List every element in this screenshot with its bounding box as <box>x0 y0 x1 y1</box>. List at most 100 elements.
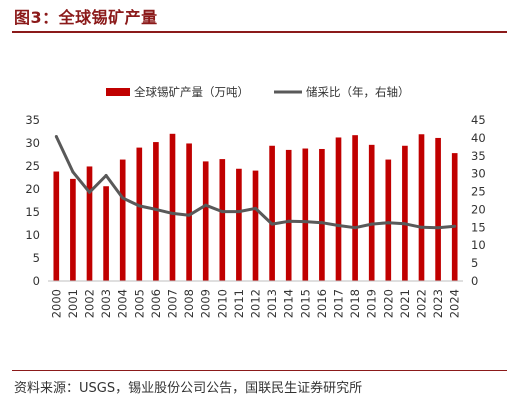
legend-swatch-bar <box>106 88 130 96</box>
left-tick-label: 30 <box>25 136 40 150</box>
right-tick-label: 15 <box>471 220 486 234</box>
line-series <box>54 134 457 230</box>
x-tick-label: 2006 <box>149 289 163 318</box>
bar <box>86 166 93 281</box>
right-tick-label: 35 <box>471 149 486 163</box>
x-tick-label: 2004 <box>116 289 130 318</box>
x-tick-label: 2012 <box>249 289 263 318</box>
left-y-axis: 0 5 10 15 20 25 30 35 <box>25 113 40 288</box>
title-divider <box>12 31 507 33</box>
line-point <box>337 224 340 228</box>
x-tick-label: 2024 <box>448 289 462 318</box>
line-point <box>420 225 423 229</box>
legend: 全球锡矿产量（万吨） 储采比（年，右轴） <box>106 85 410 99</box>
bar <box>202 161 209 281</box>
x-tick-label: 2011 <box>232 289 246 318</box>
bar <box>435 137 441 281</box>
footer-divider <box>12 370 507 371</box>
bar <box>219 159 226 281</box>
x-tick-label: 2009 <box>199 289 213 318</box>
right-tick-label: 5 <box>471 256 478 270</box>
x-tick-label: 2015 <box>298 289 312 318</box>
bar <box>335 137 342 281</box>
left-tick-label: 10 <box>25 228 40 242</box>
x-tick-label: 2003 <box>99 289 113 318</box>
x-tick-label: 2002 <box>83 289 97 318</box>
bar <box>186 143 192 281</box>
x-tick-label: 2001 <box>66 289 80 318</box>
line-point <box>320 221 324 225</box>
bar <box>136 147 143 281</box>
x-tick-label: 2021 <box>398 289 412 318</box>
bar <box>402 145 408 281</box>
bar <box>269 145 275 281</box>
bar <box>236 168 242 281</box>
line-point <box>121 196 125 200</box>
right-y-axis: 0 5 10 15 20 25 30 35 40 45 <box>471 113 486 288</box>
left-tick-label: 5 <box>33 251 40 265</box>
line-point <box>187 213 191 217</box>
line-point <box>237 210 241 214</box>
line-point <box>270 222 274 226</box>
x-tick-label: 2014 <box>282 289 296 318</box>
line-point <box>171 211 174 215</box>
line-point <box>287 219 291 223</box>
line-point <box>71 170 75 174</box>
left-tick-label: 35 <box>25 113 40 127</box>
x-tick-label: 2008 <box>182 289 196 318</box>
line-point <box>54 134 58 138</box>
line-point <box>436 226 440 230</box>
left-tick-label: 25 <box>25 159 40 173</box>
bar <box>119 159 126 281</box>
x-tick-label: 2005 <box>132 289 146 318</box>
left-tick-label: 15 <box>25 205 40 219</box>
x-tick-label: 2016 <box>315 289 329 318</box>
bar <box>352 135 358 281</box>
bar <box>153 142 159 281</box>
source-note: 资料来源：USGS，锡业股份公司公告，国联民生证券研究所 <box>14 381 363 396</box>
bar <box>285 149 292 281</box>
figure-title: 图3：全球锡矿产量 <box>14 8 158 27</box>
x-tick-label: 2017 <box>332 289 346 318</box>
x-tick-label: 2023 <box>431 289 445 318</box>
right-tick-label: 30 <box>471 167 486 181</box>
line-point <box>386 221 390 225</box>
x-tick-label: 2013 <box>265 289 279 318</box>
line-point <box>303 220 307 224</box>
bar <box>451 153 458 281</box>
x-tick-label: 2022 <box>415 289 429 318</box>
line-point <box>204 203 208 207</box>
bar <box>169 133 176 281</box>
bar <box>319 148 325 281</box>
right-tick-label: 20 <box>471 202 486 216</box>
x-tick-label: 2018 <box>348 289 362 318</box>
x-tick-label: 2020 <box>381 289 395 318</box>
line-point <box>353 226 357 230</box>
bar <box>53 171 60 281</box>
line-point <box>137 204 141 208</box>
right-tick-label: 45 <box>471 113 486 127</box>
line-point <box>220 210 224 214</box>
right-tick-label: 0 <box>471 274 478 288</box>
bar <box>103 186 109 281</box>
bar <box>70 178 76 281</box>
right-tick-label: 40 <box>471 131 486 145</box>
line-point <box>254 206 257 210</box>
bar <box>368 144 375 281</box>
line-point <box>154 207 158 211</box>
x-tick-label: 2000 <box>49 289 63 318</box>
line-point <box>453 224 457 228</box>
legend-label-line: 储采比（年，右轴） <box>306 85 410 99</box>
x-tick-label: 2019 <box>365 289 379 318</box>
line-point <box>403 222 407 226</box>
bar <box>302 148 309 281</box>
right-tick-label: 25 <box>471 185 486 199</box>
right-tick-label: 10 <box>471 238 486 252</box>
left-tick-label: 0 <box>33 274 40 288</box>
line-point <box>88 190 91 194</box>
line-point <box>370 222 374 226</box>
bar-series <box>53 133 458 281</box>
x-axis: 2000 2001 2002 2003 2004 2005 2006 2007 2008 2009… <box>48 280 463 318</box>
x-tick-label: 2007 <box>166 289 180 318</box>
